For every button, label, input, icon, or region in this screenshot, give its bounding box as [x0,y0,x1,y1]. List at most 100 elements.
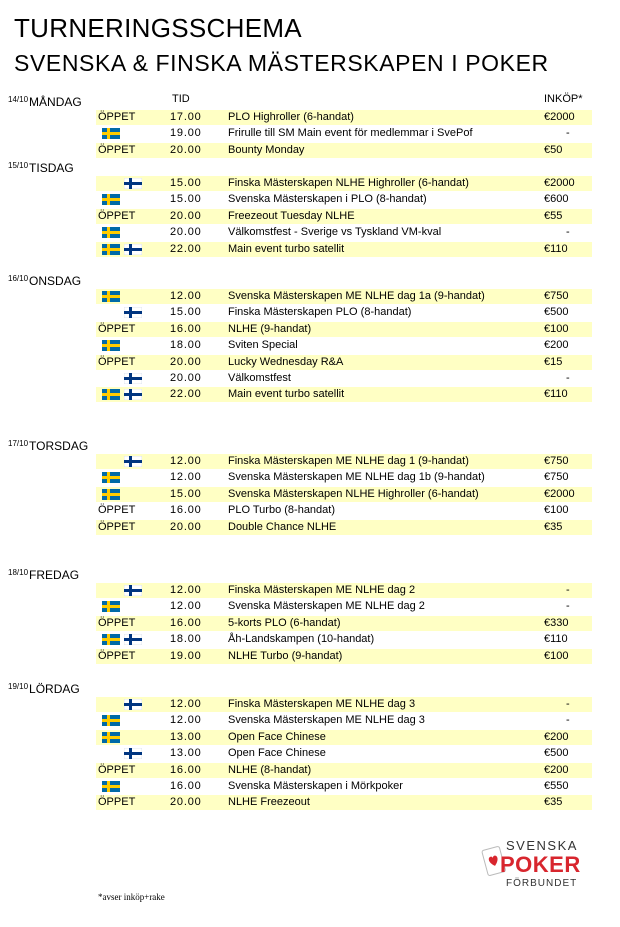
row-time: 18.00 [170,339,202,352]
row-event: Välkomstfest - Sverige vs Tyskland VM-kv… [228,226,442,239]
row-flags [96,371,158,386]
schedule-row: 15.00 Finska Mästerskapen PLO (8-handat) €… [96,305,592,320]
schedule-row: 16.00 Svenska Mästerskapen i Mörkpoker €55… [96,779,592,794]
row-flags [96,470,158,485]
row-buyin: €50 [544,143,563,156]
column-header-buyin: INKÖP* [544,93,583,105]
row-flags [96,305,158,320]
sweden-flag-icon [102,227,120,239]
row-buyin: - [566,584,570,596]
sweden-flag-icon [102,340,120,352]
row-event: Åh-Landskampen (10-handat) [228,633,375,646]
row-flags [96,730,158,745]
row-flags: ÖPPET [96,503,158,518]
row-time: 15.00 [170,306,202,319]
row-buyin: €2000 [544,177,575,189]
row-flags: ÖPPET [96,763,158,778]
row-flags: ÖPPET [96,795,158,810]
row-event: Svenska Mästerskapen ME NLHE dag 2 [228,600,425,613]
day-date: 17/10 [8,439,29,448]
day-name: TISDAG [29,161,74,175]
row-event: Double Chance NLHE [228,520,337,533]
row-buyin: €500 [544,306,569,319]
row-time: 22.00 [170,242,202,255]
day-date: 18/10 [8,568,29,577]
finland-flag-icon [124,585,142,596]
row-time: 12.00 [170,584,202,596]
schedule-row: ÖPPET 16.00 NLHE (8-handat) €200 [96,762,592,778]
row-buyin: - [566,600,570,613]
schedule-row: 12.00 Svenska Mästerskapen ME NLHE dag 2 - [96,599,592,614]
row-flags: ÖPPET [96,110,158,125]
row-event: Svenska Mästerskapen NLHE Highroller (6-… [228,487,479,500]
row-event: Svenska Mästerskapen ME NLHE dag 1b (9-h… [228,471,485,484]
schedule-row: 15.00 Svenska Mästerskapen i PLO (8-handa… [96,192,592,207]
day-name: MÅNDAG [29,95,82,109]
row-time: 16.00 [170,616,202,629]
open-label: ÖPPET [98,763,136,776]
schedule-row: ÖPPET 16.00 5-korts PLO (6-handat) €330 [96,615,592,631]
row-flags [96,583,158,598]
day-heading: 18/10FREDAG [8,568,79,582]
row-event: NLHE Turbo (9-handat) [228,649,343,662]
schedule-row: 18.00 Sviten Special €200 [96,338,592,353]
row-event: Svenska Mästerskapen i Mörkpoker [228,780,403,792]
day-name: LÖRDAG [29,682,80,696]
open-label: ÖPPET [98,111,136,123]
row-buyin: - [566,372,570,384]
schedule-row: ÖPPET 20.00 Bounty Monday €50 [96,142,592,158]
schedule-row: 20.00 Välkomstfest - [96,371,592,386]
row-flags: ÖPPET [96,209,158,224]
finland-flag-icon [124,243,142,255]
row-event: Main event turbo satellit [228,388,345,401]
row-buyin: €200 [544,763,569,776]
row-flags [96,176,158,191]
sweden-flag-icon [102,731,120,743]
sweden-flag-icon [102,389,120,401]
schedule-row: 12.00 Svenska Mästerskapen ME NLHE dag 3 - [96,713,592,728]
row-buyin: €550 [544,780,569,792]
row-time: 19.00 [170,127,202,140]
row-flags [96,487,158,502]
row-event: NLHE Freezeout [228,796,310,809]
row-event: NLHE (8-handat) [228,763,312,776]
row-event: PLO Highroller (6-handat) [228,111,354,123]
page-subtitle: SVENSKA & FINSKA MÄSTERSKAPEN I POKER [14,50,549,76]
open-label: ÖPPET [98,616,136,629]
row-time: 20.00 [170,520,202,533]
row-event: Välkomstfest [228,372,291,384]
schedule-row: ÖPPET 20.00 Freezeout Tuesday NLHE €55 [96,208,592,224]
day-heading: 14/10MÅNDAG [8,95,82,109]
row-time: 13.00 [170,747,202,760]
row-flags [96,697,158,712]
row-time: 12.00 [170,714,202,727]
row-time: 20.00 [170,796,202,809]
logo-text-poker: POKER [500,852,581,877]
page-title: TURNERINGSSCHEMA [14,13,302,43]
day-heading: 19/10LÖRDAG [8,682,80,696]
schedule-row: 12.00 Finska Mästerskapen ME NLHE dag 3 - [96,697,592,712]
row-flags [96,746,158,761]
schedule-row: 20.00 Välkomstfest - Sverige vs Tyskland … [96,225,592,240]
row-buyin: - [566,127,570,140]
sweden-flag-icon [102,781,120,792]
row-event: Finska Mästerskapen ME NLHE dag 2 [228,584,416,596]
row-buyin: €200 [544,339,569,352]
day-heading: 17/10TORSDAG [8,439,88,453]
row-event: Open Face Chinese [228,730,326,743]
row-time: 20.00 [170,143,202,156]
row-buyin: €750 [544,290,569,302]
row-time: 16.00 [170,763,202,776]
row-buyin: €15 [544,355,563,368]
row-time: 20.00 [170,355,202,368]
row-time: 13.00 [170,730,202,743]
finland-flag-icon [124,699,142,710]
row-buyin: €500 [544,747,569,760]
schedule-row: 15.00 Finska Mästerskapen NLHE Highroller… [96,176,592,191]
row-time: 15.00 [170,487,202,500]
schedule-row: 19.00 Frirulle till SM Main event för med… [96,126,592,141]
row-flags [96,779,158,794]
schedule-row: 12.00 Finska Mästerskapen ME NLHE dag 1 (… [96,454,592,469]
row-buyin: €750 [544,471,569,484]
sweden-flag-icon [102,715,120,727]
